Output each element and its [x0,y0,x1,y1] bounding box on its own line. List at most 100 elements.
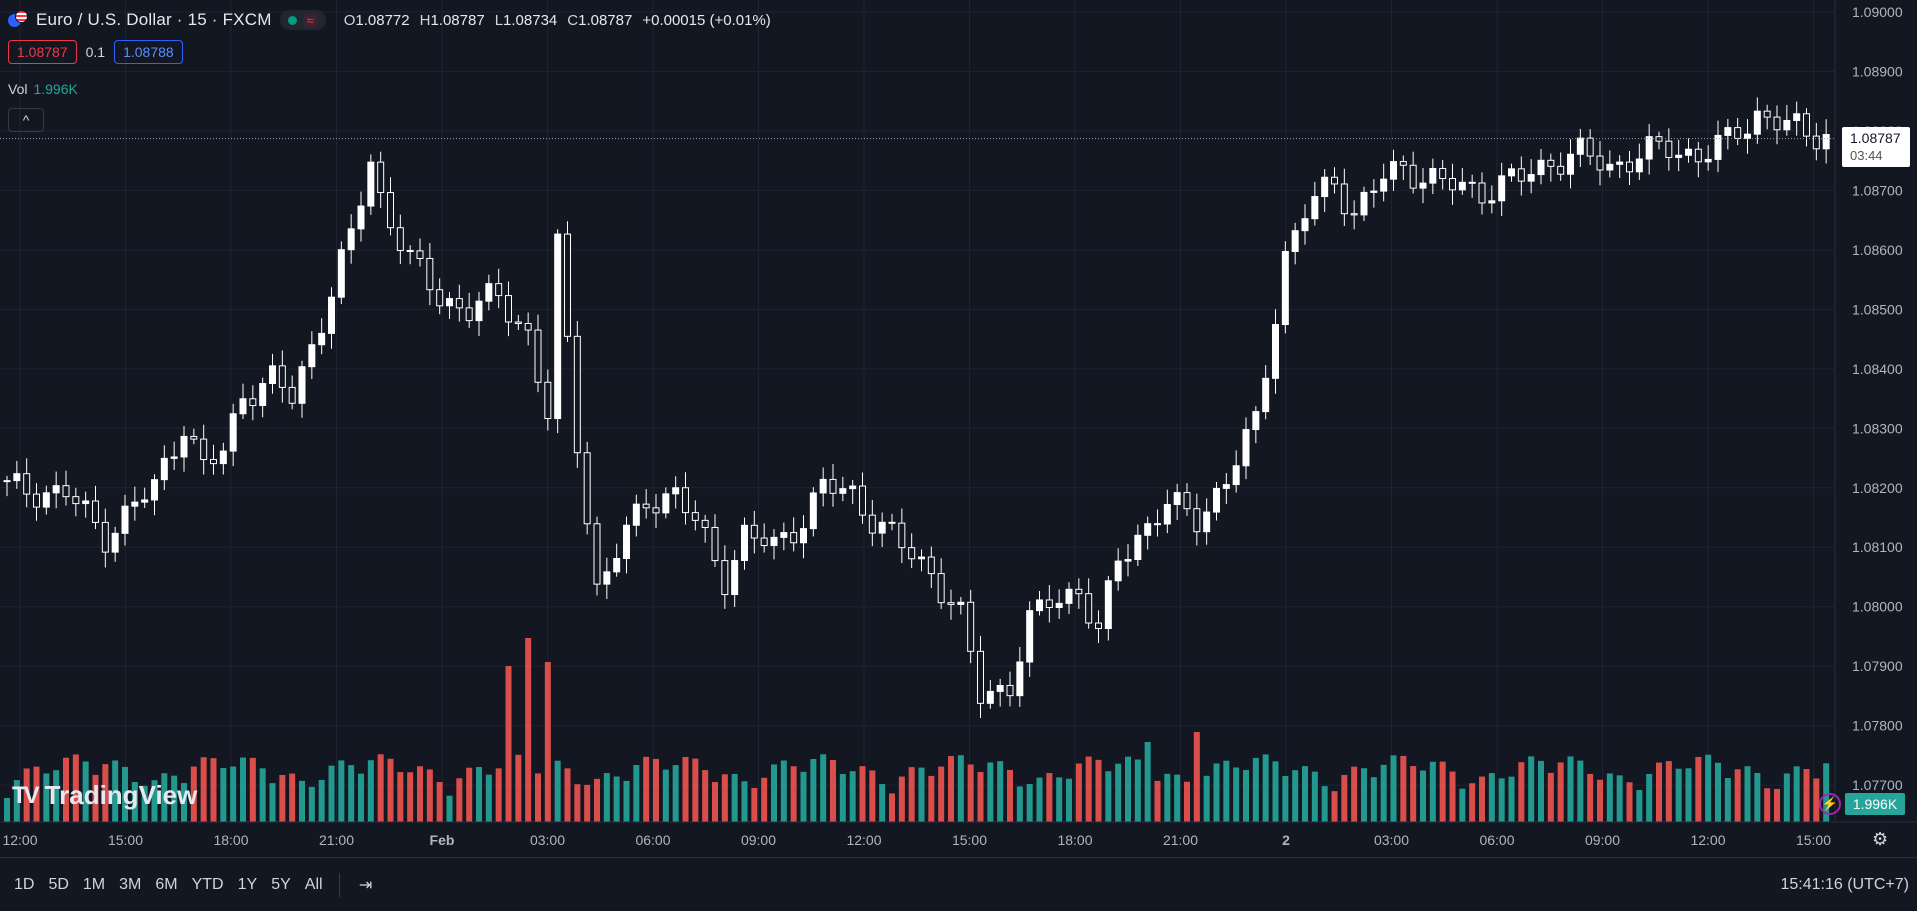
volume-bar [495,768,502,822]
chart-legend: Euro / U.S. Dollar · 15 · FXCM ≈ O1.0877… [8,8,771,32]
price-tick-label: 1.08000 [1852,599,1903,615]
volume-legend[interactable]: Vol 1.996K [8,81,78,97]
volume-bar [1439,761,1446,822]
candle-body [937,573,945,604]
volume-bar [1695,756,1702,822]
candle-body [1134,534,1142,561]
lightning-icon[interactable]: ⚡ [1819,793,1841,815]
volume-bar [72,754,79,822]
volume-bar [682,757,689,822]
candle-body [1557,165,1565,175]
volume-bar [1390,755,1397,822]
volume-bar [112,760,119,822]
time-axis[interactable]: 12:00 15:00 18:00 21:00 Feb 03:00 06:00 09:00 12… [0,821,1917,848]
volume-bar [1351,766,1358,822]
candle-body [800,528,807,544]
volume-bar [613,776,620,822]
volume-bar [643,756,650,822]
candle-body [918,556,925,560]
volume-bar [377,754,384,822]
volume-bar [1331,791,1338,822]
bottom-toolbar: 1D 5D 1M 3M 6M YTD 1Y 5Y All ⇥ 15:41:16 (UTC+7) [0,857,1917,911]
volume-bar [1715,762,1721,822]
collapse-legend-button[interactable]: ^ [8,108,44,132]
volume-bar [1134,759,1141,822]
range-3m[interactable]: 3M [119,875,142,893]
volume-axis-label: 1.996K [1845,793,1905,815]
time-tick-label: 12:00 [2,832,37,848]
volume-bar [299,780,305,822]
clock[interactable]: 15:41:16 (UTC+7) [1780,875,1909,893]
candle-body [377,161,385,194]
volume-bar [918,767,925,822]
volume-bar [1085,756,1092,822]
gear-icon[interactable]: ⚙ [1872,829,1889,849]
volume-bar [210,758,217,822]
candle-body [1527,174,1535,182]
volume-bar [446,795,453,822]
volume-bar [967,764,974,822]
price-tick-label: 1.07800 [1852,718,1903,734]
volume-bar [1066,778,1072,822]
volume-bar [190,766,197,822]
volume-bar [1213,763,1220,822]
logo-text: TradingView [44,780,198,810]
candle-body [1055,602,1063,609]
range-1m[interactable]: 1M [82,875,106,893]
range-1y[interactable]: 1Y [237,875,258,893]
candle-body [573,335,581,454]
go-to-date-icon[interactable]: ⇥ [358,876,373,894]
volume-bar [53,770,60,822]
candle-body [996,684,1004,692]
candle-body [603,571,611,585]
change-value: +0.00015 (+0.01%) [642,11,771,29]
candle-body [298,366,306,404]
range-1d[interactable]: 1D [14,875,35,893]
volume-bar [289,773,296,822]
open-value: 1.08772 [355,11,410,29]
candle-body [957,601,965,605]
sell-button[interactable]: 1.08787 [8,40,77,64]
volume-bar [830,760,836,822]
volume-bar [623,780,630,822]
volume-bar [141,785,148,822]
price-axis[interactable]: 1.090001.089001.088001.087001.086001.085… [1834,0,1903,822]
volume-bar [161,773,168,822]
volume-bar [171,775,178,822]
candle-body [160,457,168,481]
candle-body [131,501,139,507]
market-status[interactable]: ≈ [279,10,326,30]
volume-bar [938,766,945,822]
candle-body [278,365,286,388]
candle-body [1095,622,1102,629]
range-5d[interactable]: 5D [48,875,69,893]
volume-bar [1803,769,1810,822]
candle-body [878,521,886,534]
range-5y[interactable]: 5Y [271,875,291,893]
candle-body [259,383,267,407]
range-ytd[interactable]: YTD [191,875,224,893]
candle-body [72,496,80,505]
candle-body [170,456,178,459]
candle-body [1803,113,1810,137]
symbol-title[interactable]: Euro / U.S. Dollar · 15 · FXCM [36,10,272,29]
range-6m[interactable]: 6M [155,875,178,893]
candle-body [1114,560,1122,582]
candle-body [249,398,257,407]
buy-button[interactable]: 1.08788 [114,40,183,64]
range-all[interactable]: All [304,875,323,893]
volume-bar [633,765,640,822]
time-tick-label: 09:00 [1585,832,1620,848]
candle-body [1262,377,1270,413]
data-delay-icon: ≈ [302,12,318,28]
candle-body [534,329,542,383]
candle-body [564,233,571,337]
volume-bar [122,766,128,822]
tradingview-logo[interactable]: TV TradingView [12,780,197,811]
volume-bar [1302,766,1308,822]
volume-bar [594,778,600,822]
volume-bar [771,764,777,822]
spread-value: 0.1 [85,44,106,60]
volume-bar [1262,754,1269,822]
